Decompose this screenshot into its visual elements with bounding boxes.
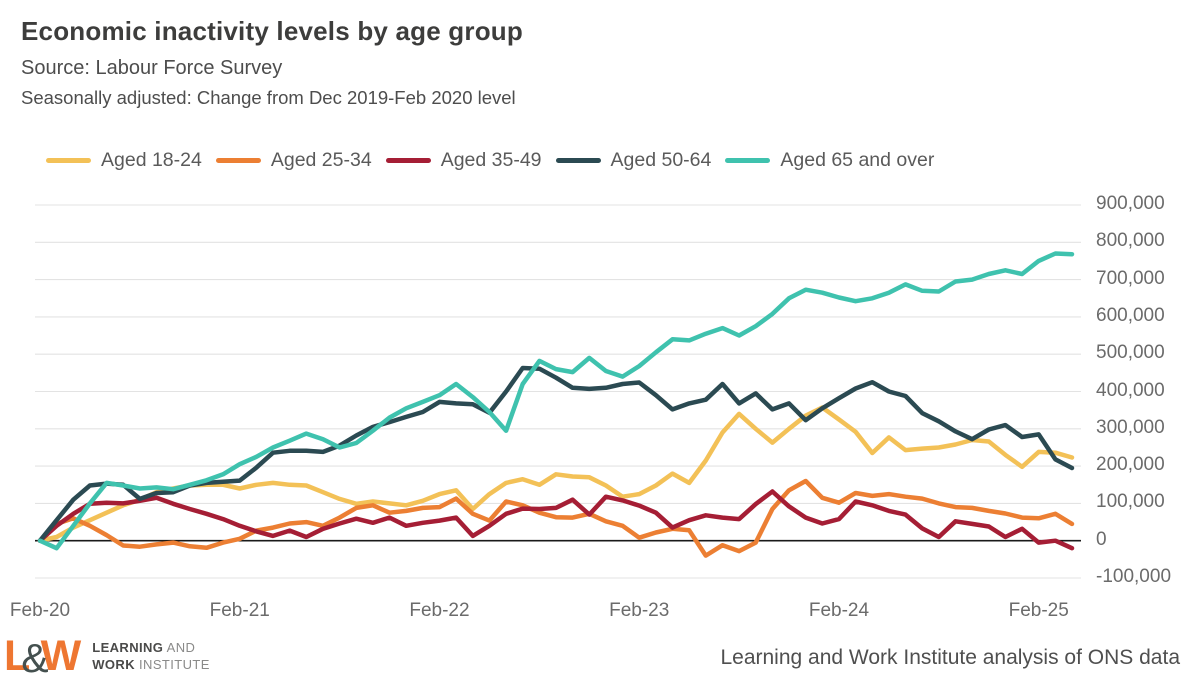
series-line-aged-25-34 xyxy=(37,478,1075,558)
y-tick-label: 500,000 xyxy=(1096,342,1165,364)
logo-letter-w: W xyxy=(40,632,82,680)
legend-label-aged-65-and-over: Aged 65 and over xyxy=(780,149,935,171)
legend-swatch-aged-50-64 xyxy=(555,158,601,163)
y-tick-label: 300,000 xyxy=(1096,416,1165,438)
x-tick-label-feb-22: Feb-22 xyxy=(409,600,470,621)
logo-line-2: WORK INSTITUTE xyxy=(92,656,210,672)
x-tick-label-feb-24: Feb-24 xyxy=(808,600,870,621)
series-line-aged-18-24 xyxy=(37,405,1075,543)
logo-letter-l: L xyxy=(4,632,30,680)
legend-swatch-aged-25-34 xyxy=(215,158,261,163)
legend-label-aged-50-64: Aged 50-64 xyxy=(610,149,712,171)
y-tick-label: 100,000 xyxy=(1096,491,1165,513)
chart-title: Economic inactivity levels by age group xyxy=(21,16,523,46)
y-tick-label: 0 xyxy=(1096,528,1107,550)
legend-item-aged-50-64: Aged 50-64 xyxy=(555,149,712,172)
series-line-aged-65-and-over xyxy=(37,251,1075,551)
legend-swatch-aged-35-49 xyxy=(385,158,431,163)
y-tick-label: 800,000 xyxy=(1096,230,1165,252)
legend-item-aged-18-24: Aged 18-24 xyxy=(46,149,202,172)
y-tick-label: -100,000 xyxy=(1096,566,1172,587)
y-tick-label: 600,000 xyxy=(1096,304,1165,326)
credit-text: Learning and Work Institute analysis of … xyxy=(720,646,1180,669)
legend-item-aged-65-and-over: Aged 65 and over xyxy=(725,149,934,172)
y-tick-label: 200,000 xyxy=(1096,454,1165,476)
x-tick-label-feb-25: Feb-25 xyxy=(1008,600,1069,621)
y-tick-label: 700,000 xyxy=(1096,267,1165,289)
legend-swatch-aged-18-24 xyxy=(46,158,91,163)
legend-swatch-aged-65-and-over xyxy=(725,158,771,163)
legend-label-aged-25-34: Aged 25-34 xyxy=(270,149,372,171)
y-tick-label: 900,000 xyxy=(1096,193,1165,214)
y-tick-label: 400,000 xyxy=(1096,379,1165,401)
chart-plot-area xyxy=(35,204,1081,579)
series-line-aged-35-49 xyxy=(37,489,1075,551)
logo-wordmark: LEARNING AND WORK INSTITUTE xyxy=(92,640,210,673)
series-line-aged-50-64 xyxy=(37,365,1075,543)
x-tick-label-feb-20: Feb-20 xyxy=(9,600,71,621)
legend-item-aged-35-49: Aged 35-49 xyxy=(385,149,542,172)
chart-subtitle: Seasonally adjusted: Change from Dec 201… xyxy=(21,87,516,108)
lw-logo-mark: L & W xyxy=(4,632,82,681)
legend-label-aged-18-24: Aged 18-24 xyxy=(101,149,202,171)
chart-source-line: Source: Labour Force Survey xyxy=(21,57,283,79)
logo-line-1: LEARNING AND xyxy=(92,639,196,655)
x-tick-label-feb-21: Feb-21 xyxy=(209,600,270,621)
lw-logo: L & W LEARNING AND WORK INSTITUTE xyxy=(4,632,210,681)
legend-item-aged-25-34: Aged 25-34 xyxy=(215,149,372,172)
legend-label-aged-35-49: Aged 35-49 xyxy=(440,149,542,171)
logo-ampersand: & xyxy=(21,635,49,681)
x-tick-label-feb-23: Feb-23 xyxy=(609,600,670,621)
chart-legend: Aged 18-24 Aged 25-34 Aged 35-49 Aged 50-64… xyxy=(46,149,934,172)
